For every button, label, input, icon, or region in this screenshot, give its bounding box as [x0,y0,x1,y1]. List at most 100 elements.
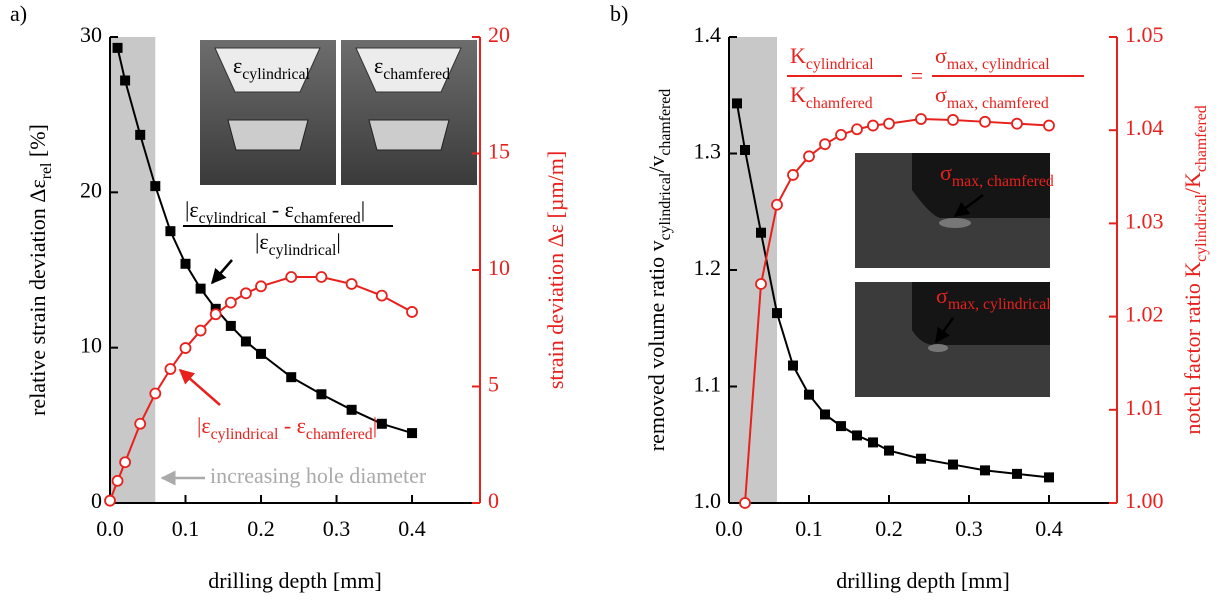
data-point [804,390,814,400]
data-point [181,343,191,353]
data-point [347,279,357,289]
text-part: ε [233,53,242,78]
data-point [772,200,782,210]
inset-shape [369,120,449,150]
data-point [113,476,123,486]
annotation: σmax, cylindrical [935,43,1050,73]
subscript: rel [38,162,55,179]
data-point [868,121,878,131]
text-part: | [361,197,365,222]
subscript: chamfered [294,210,361,227]
text-part: drilling depth [mm] [208,568,382,593]
data-point [120,457,130,467]
data-point [316,272,326,282]
data-point [756,279,766,289]
text-part: removed volume ratio v [644,240,669,451]
arrow [212,260,232,283]
y2-axis-label: notch factor ratio Kcylindrical/Kchamfer… [1180,105,1210,434]
text-part: ε [374,53,383,78]
data-point [120,75,130,85]
data-point [836,130,846,140]
subscript: chamfered [306,426,373,443]
text-part: - ε [266,197,294,222]
y2-tick-label: 1.01 [1125,395,1164,420]
text-part: σ [940,160,952,185]
x-tick-label: 0.1 [795,516,823,541]
data-point [852,430,862,440]
data-point [788,361,798,371]
annotation: |εcylindrical - εchamfered| [197,413,377,443]
y2-tick-label: 1.00 [1125,488,1164,513]
data-point [1012,469,1022,479]
data-point [772,308,782,318]
subscript: cylindrical [657,172,674,240]
data-point [868,437,878,447]
data-point [884,446,894,456]
figure: 0.00.10.20.30.4010203005101520a)drilling… [0,0,1225,603]
y-tick-label: 20 [80,177,102,202]
x-tick-label: 0.3 [323,516,351,541]
data-point [113,43,123,53]
text-part: /K [1180,172,1205,194]
data-point [407,428,417,438]
text-part: drilling depth [mm] [836,568,1010,593]
text-part: σ [935,43,947,68]
y2-tick-label: 1.03 [1125,208,1164,233]
annotation: = [911,63,923,88]
x-tick-label: 0.1 [172,516,200,541]
text-part: = [911,63,923,88]
data-point [740,498,750,508]
data-point [820,139,830,149]
data-point [916,114,926,124]
data-point [286,272,296,282]
data-point [1044,121,1054,131]
text-part: increasing hole diameter [210,463,427,488]
data-point [756,228,766,238]
y-tick-label: 0 [91,488,102,513]
data-point [165,226,175,236]
stress-spot [928,344,948,352]
data-point [948,115,958,125]
data-point [196,326,206,336]
x-axis-label: drilling depth [mm] [836,568,1010,593]
data-point [105,496,115,506]
data-point [181,259,191,269]
y-tick-label: 1.2 [694,255,722,280]
panel-label: a) [10,1,27,26]
data-point [732,98,742,108]
subscript: max, cylindrical [947,56,1050,73]
data-point [377,291,387,301]
x-tick-label: 0.4 [1035,516,1063,541]
stress-spot [939,218,971,228]
annotation: increasing hole diameter [210,463,427,488]
annotation: Kcylindrical [790,43,874,73]
y2-tick-label: 10 [488,255,510,280]
annotation: σmax, chamfered [935,82,1049,112]
text-part: |ε [185,197,199,222]
text-part: σ [936,283,948,308]
subscript: cylindrical [199,210,267,227]
data-point [226,298,236,308]
data-point [788,170,798,180]
panel-label: b) [610,1,628,26]
subscript: chamfered [806,95,873,112]
text-part: |ε [197,413,211,438]
y-tick-label: 1.1 [694,372,722,397]
y-tick-label: 1.0 [694,488,722,513]
data-point [347,405,357,415]
x-axis-label: drilling depth [mm] [208,568,382,593]
subscript: cylindrical [806,56,874,73]
data-point [980,117,990,127]
text-part: K [790,82,806,107]
data-point [804,151,814,161]
data-point [884,119,894,129]
data-point [135,130,145,140]
y-tick-label: 30 [80,22,102,47]
inset-shape [228,120,308,150]
data-point [256,349,266,359]
data-point [241,336,251,346]
text-part: - ε [278,413,306,438]
annotation: Kchamfered [790,82,873,112]
data-point [196,284,206,294]
subscript: cylindrical [269,242,337,259]
